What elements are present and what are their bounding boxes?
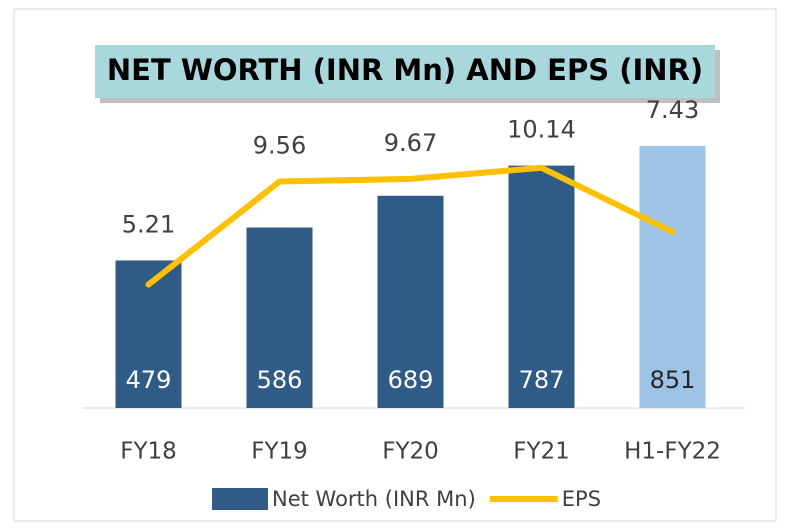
line-value-label: 9.56 <box>253 132 306 160</box>
bar <box>246 227 313 408</box>
bar <box>508 165 575 408</box>
bar-value-label: 479 <box>126 366 172 394</box>
x-tick-label: FY21 <box>513 439 570 465</box>
line-value-label: 7.43 <box>646 96 699 124</box>
bar <box>377 195 444 408</box>
legend-swatch <box>212 488 268 510</box>
chart-title: NET WORTH (INR Mn) AND EPS (INR) <box>107 53 703 87</box>
x-tick-label: FY20 <box>382 439 439 465</box>
legend-label: Net Worth (INR Mn) <box>272 487 476 511</box>
x-tick-label: FY18 <box>120 439 177 465</box>
title-box <box>95 45 715 98</box>
bar-value-label: 586 <box>257 366 303 394</box>
line-value-label: 10.14 <box>507 116 576 144</box>
bar-value-label: 851 <box>650 366 696 394</box>
bar-value-label: 787 <box>519 366 565 394</box>
x-tick-label: FY19 <box>251 439 308 465</box>
legend-label: EPS <box>562 487 601 511</box>
line-value-label: 5.21 <box>122 210 175 238</box>
x-tick-label: H1-FY22 <box>624 439 721 465</box>
bar <box>639 145 706 408</box>
bar-value-label: 689 <box>388 366 434 394</box>
eps-line <box>145 164 676 288</box>
line-value-label: 9.67 <box>384 129 437 157</box>
